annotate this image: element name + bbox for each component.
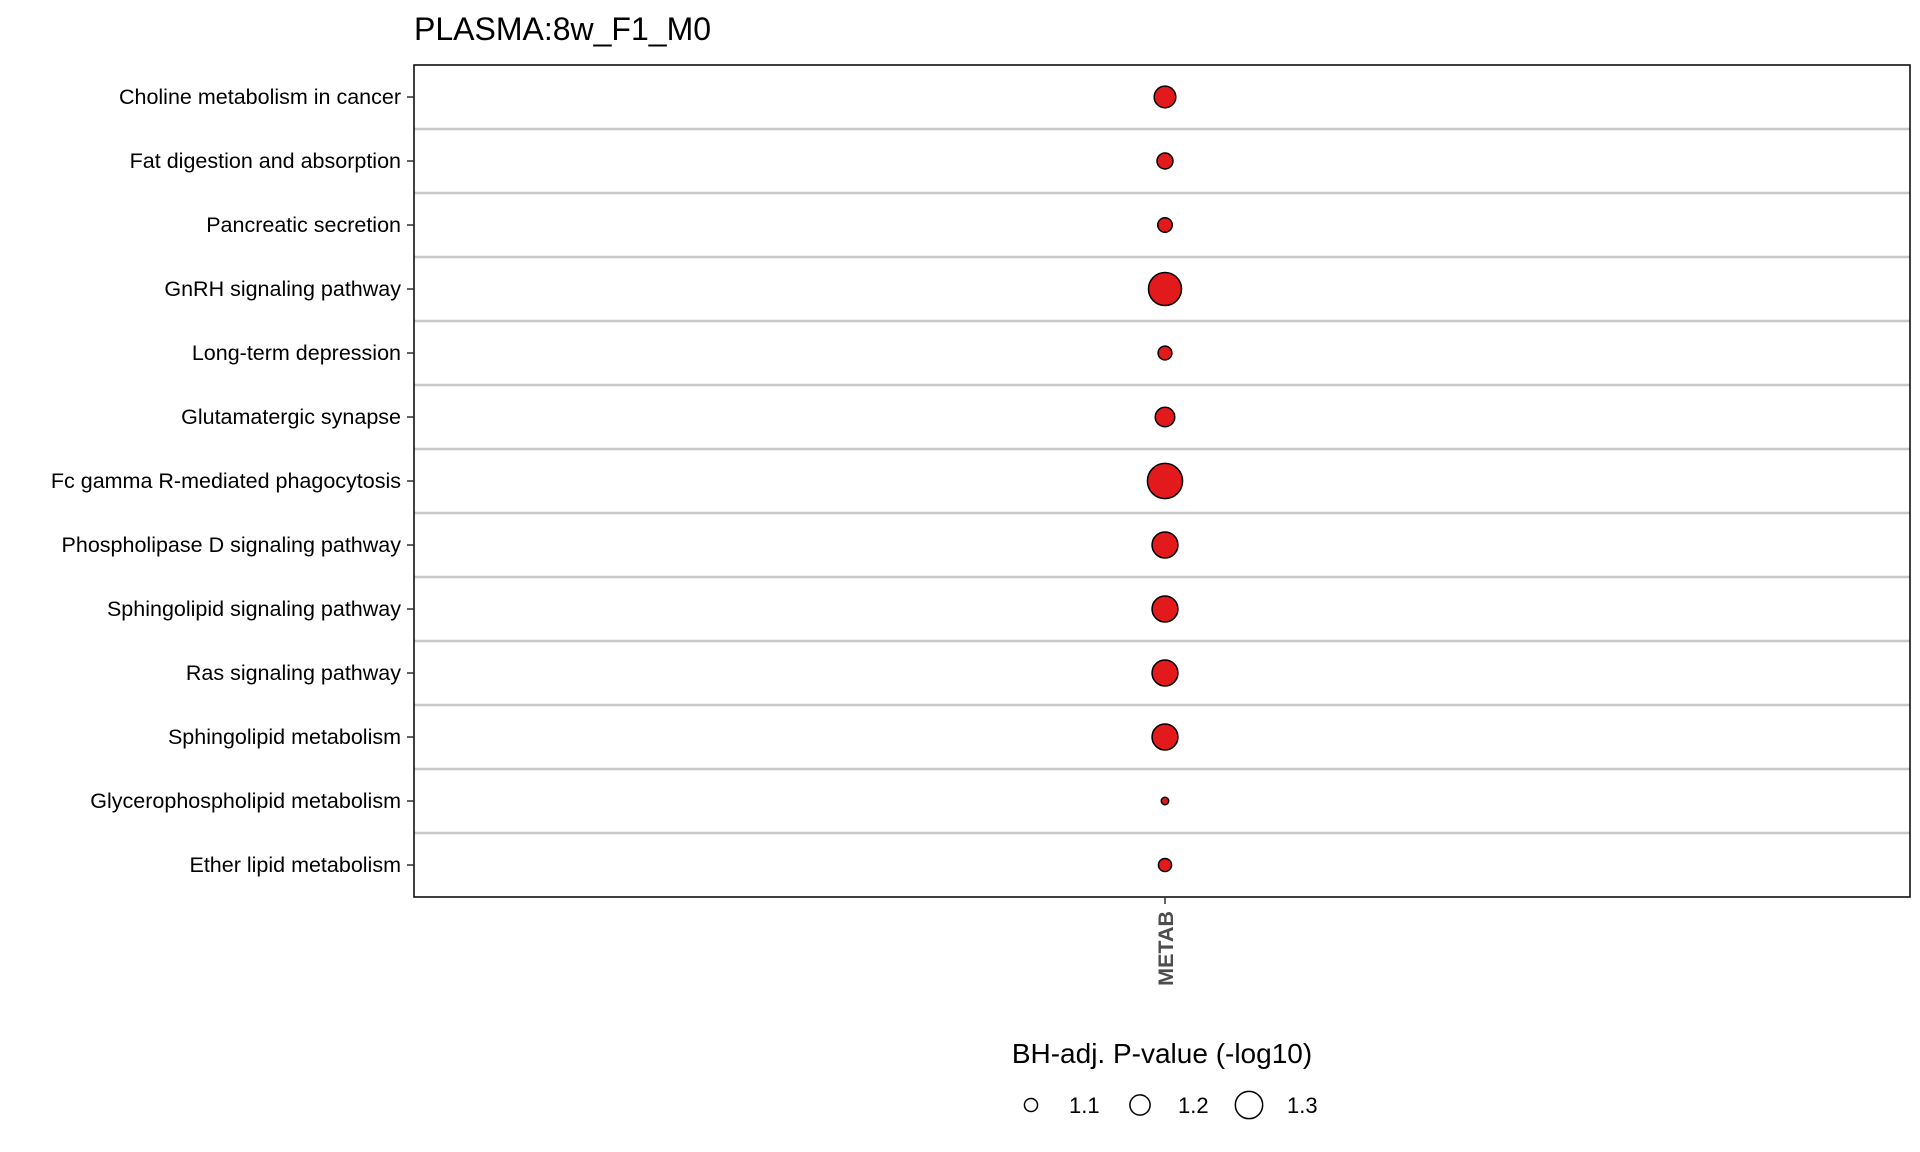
chart-title: PLASMA:8w_F1_M0 <box>414 11 711 47</box>
data-point <box>1146 462 1184 500</box>
x-axis: METAB <box>1154 897 1178 986</box>
y-tick-label: Fc gamma R-mediated phagocytosis <box>51 469 401 493</box>
legend: BH-adj. P-value (-log10) 1.1 1.2 1.3 <box>1012 1038 1318 1120</box>
data-point <box>1153 85 1177 109</box>
y-axis: Choline metabolism in cancer Fat digestio… <box>51 85 414 877</box>
data-point <box>1151 723 1179 751</box>
legend-label: 1.1 <box>1069 1093 1100 1118</box>
y-tick-label: Ether lipid metabolism <box>189 853 401 877</box>
y-tick-label: Ras signaling pathway <box>186 661 401 685</box>
y-tick-label: Choline metabolism in cancer <box>119 85 401 109</box>
y-tick-label: Pancreatic secretion <box>206 213 401 237</box>
data-point <box>1160 796 1170 806</box>
data-point <box>1147 271 1183 307</box>
y-tick-label: Glycerophospholipid metabolism <box>90 789 401 813</box>
x-tick-label: METAB <box>1154 911 1178 986</box>
legend-entries: 1.1 1.2 1.3 <box>1023 1090 1318 1120</box>
data-points <box>1146 85 1184 873</box>
legend-label: 1.3 <box>1287 1093 1318 1118</box>
y-tick-label: GnRH signaling pathway <box>164 277 401 301</box>
data-point <box>1157 857 1173 873</box>
y-tick-label: Sphingolipid metabolism <box>168 725 401 749</box>
legend-key <box>1129 1094 1151 1116</box>
y-tick-label: Glutamatergic synapse <box>181 405 401 429</box>
data-point <box>1157 345 1173 361</box>
y-tick-label: Long-term depression <box>192 341 401 365</box>
y-tick-label: Phospholipase D signaling pathway <box>62 533 402 557</box>
data-point <box>1154 406 1176 428</box>
legend-key <box>1023 1097 1039 1113</box>
legend-label: 1.2 <box>1178 1093 1209 1118</box>
y-tick-label: Sphingolipid signaling pathway <box>107 597 401 621</box>
data-point <box>1151 659 1179 687</box>
legend-title: BH-adj. P-value (-log10) <box>1012 1038 1312 1069</box>
data-point <box>1156 152 1174 170</box>
data-point <box>1151 531 1179 559</box>
gridlines <box>414 127 1910 835</box>
y-tick-label: Fat digestion and absorption <box>130 149 401 173</box>
data-point <box>1156 216 1174 234</box>
data-point <box>1151 595 1179 623</box>
legend-key <box>1234 1090 1264 1120</box>
